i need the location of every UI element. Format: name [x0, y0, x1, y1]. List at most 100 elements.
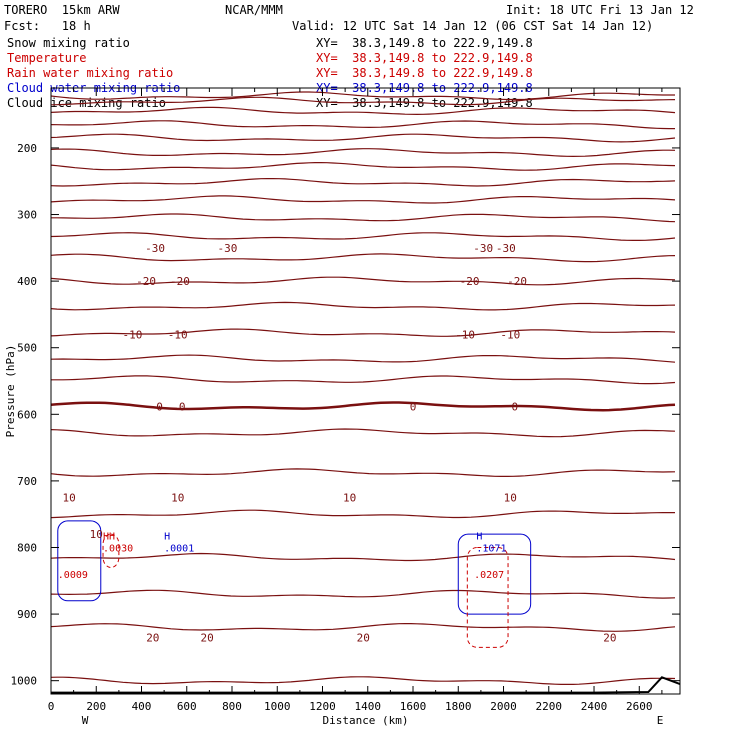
y-tick-label: 800: [17, 541, 37, 554]
x-tick-label: 1000: [264, 700, 291, 713]
isotherm-line: [50, 301, 676, 311]
extremum-value: .0030: [103, 543, 133, 554]
cloud-feature-outline: [457, 533, 532, 615]
x-tick-label: 1400: [355, 700, 382, 713]
isotherm-label: 20: [603, 631, 616, 644]
isotherm-line: [50, 676, 676, 685]
legend-snow-xy: XY= 38.3,149.8 to 222.9,149.8: [316, 36, 533, 50]
isotherm-line: [51, 213, 676, 223]
x-axis-title: Distance (km): [322, 714, 408, 727]
isotherm-label: -30: [145, 242, 165, 255]
isotherm-line: [50, 589, 676, 599]
x-tick-label: 2200: [536, 700, 563, 713]
isotherm-line: [50, 178, 676, 187]
legend-cloudwater-label: Cloud water mixing ratio: [7, 81, 181, 95]
extremum-mark: HH: [103, 531, 115, 542]
isotherm-line: [50, 120, 675, 130]
isotherm-label: 10: [62, 492, 75, 505]
y-tick-label: 400: [17, 275, 37, 288]
isotherm-label: 0: [179, 400, 186, 413]
x-tick-label: 0: [48, 700, 55, 713]
isotherm-line: [50, 328, 676, 337]
isotherm-line: [50, 91, 675, 101]
isotherm-label: 0: [512, 400, 519, 413]
east-label: E: [657, 714, 664, 727]
org-label: NCAR/MMM: [225, 3, 283, 17]
isotherm-label: -10: [455, 328, 475, 341]
isotherm-line: [50, 162, 676, 171]
x-tick-label: 2400: [581, 700, 608, 713]
isotherm-label: -10: [168, 328, 188, 341]
extremum-value: .0009: [58, 570, 88, 581]
forecast-hour: Fcst: 18 h: [4, 19, 91, 33]
plot-frame: [50, 87, 681, 695]
isotherm-line: [50, 195, 676, 204]
isotherm-line: [50, 232, 676, 241]
isotherm-label: 0: [156, 400, 163, 413]
legend-rain-label: Rain water mixing ratio: [7, 66, 174, 80]
valid-time: Valid: 12 UTC Sat 14 Jan 12 (06 CST Sat …: [292, 19, 654, 33]
legend-rain-xy: XY= 38.3,149.8 to 222.9,149.8: [316, 66, 533, 80]
isotherm-line: [51, 375, 676, 385]
y-tick-label: 300: [17, 209, 37, 222]
isotherm-line: [50, 276, 676, 286]
isotherm-line: [50, 96, 676, 106]
cloud-feature-outline: [102, 533, 120, 568]
x-tick-label: 1800: [445, 700, 472, 713]
x-tick-label: 600: [177, 700, 197, 713]
isotherm-label: -20: [460, 275, 480, 288]
isotherm-line: [50, 468, 676, 477]
isotherm-label: -10: [500, 328, 520, 341]
legend-temperature-label: Temperature: [7, 51, 87, 65]
extremum-mark: H: [164, 531, 170, 542]
isotherm-label: -10: [123, 328, 143, 341]
isotherm-label: -30: [496, 242, 516, 255]
surface-pressure-line: [51, 676, 681, 694]
isotherm-label: 10: [90, 528, 103, 541]
x-tick-label: 2600: [626, 700, 653, 713]
isotherm-line: [50, 253, 676, 263]
x-tick-label: 1200: [309, 700, 336, 713]
cloud-feature-outline: [466, 546, 509, 648]
isotherm-line: [50, 354, 676, 363]
isotherm-label: -30: [473, 242, 493, 255]
isotherm-label: 10: [504, 492, 517, 505]
isotherm-label: 20: [200, 631, 213, 644]
isotherm-line: [50, 148, 676, 158]
extremum-mark: H: [476, 531, 482, 542]
isotherm-label: -20: [136, 275, 156, 288]
west-label: W: [82, 714, 89, 727]
isotherm-label: 20: [146, 631, 159, 644]
x-tick-label: 2000: [490, 700, 517, 713]
x-tick-label: 400: [132, 700, 152, 713]
cloud-feature-outline: [57, 520, 102, 602]
y-tick-label: 500: [17, 342, 37, 355]
y-axis-title: Pressure (hPa): [4, 345, 17, 438]
y-tick-label: 200: [17, 142, 37, 155]
x-tick-label: 800: [222, 700, 242, 713]
isotherm-line: [50, 428, 676, 438]
isotherm-label: -20: [170, 275, 190, 288]
isotherm-line: [50, 133, 676, 143]
isotherm-line: [50, 552, 676, 562]
legend-temperature-xy: XY= 38.3,149.8 to 222.9,149.8: [316, 51, 533, 65]
isotherm-line: [50, 623, 676, 632]
isotherm-line: [50, 509, 675, 519]
extremum-value: .0001: [164, 543, 194, 554]
y-tick-label: 1000: [11, 675, 38, 688]
isotherm-label: -30: [218, 242, 238, 255]
extremum-value: .1071: [476, 543, 506, 554]
extremum-value: .0207: [474, 570, 504, 581]
y-tick-label: 900: [17, 608, 37, 621]
y-tick-label: 600: [17, 408, 37, 421]
model-title: TORERO 15km ARW: [4, 3, 120, 17]
init-time: Init: 18 UTC Fri 13 Jan 12: [506, 3, 694, 17]
isotherm-label: -20: [507, 275, 527, 288]
legend-cloudice-label: Cloud ice mixing ratio: [7, 96, 166, 110]
y-tick-label: 700: [17, 475, 37, 488]
isotherm-line: [50, 106, 676, 116]
x-tick-label: 1600: [400, 700, 427, 713]
isotherm-line: [50, 401, 676, 412]
x-tick-label: 200: [86, 700, 106, 713]
